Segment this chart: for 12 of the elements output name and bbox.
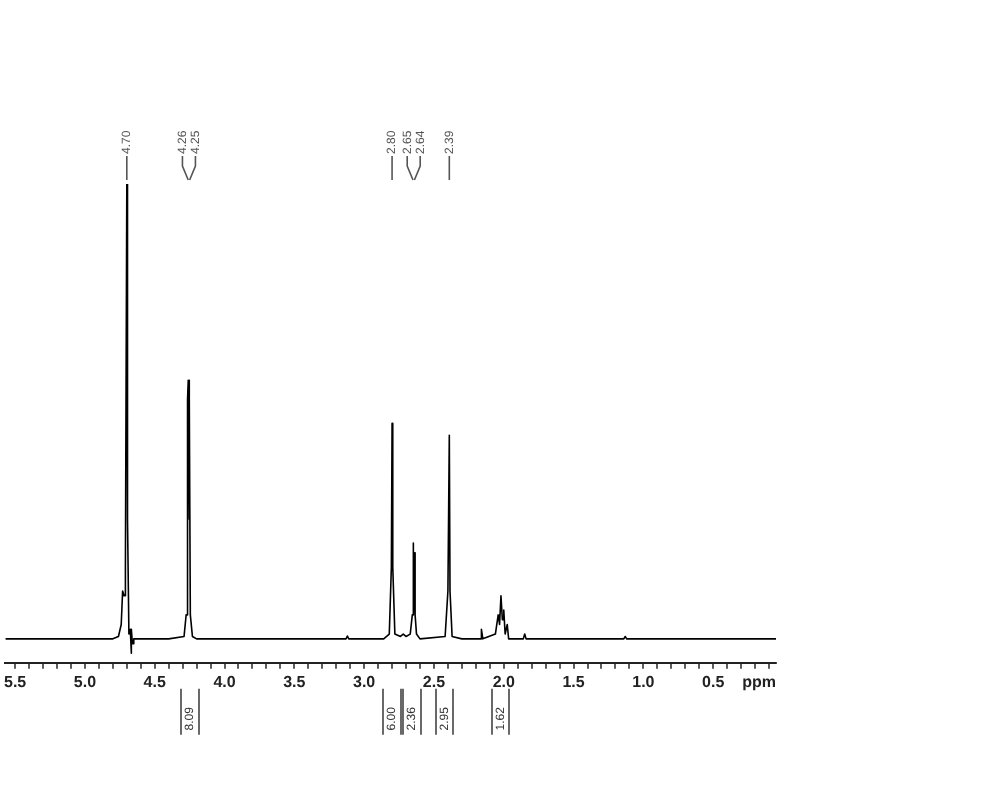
x-tick-label: 3.0 xyxy=(353,672,377,691)
x-tick-label: 4.5 xyxy=(143,672,167,691)
x-tick-label: 5.5 xyxy=(4,672,28,691)
x-tick-label: 2.5 xyxy=(422,672,447,691)
x-tick-label: 1.0 xyxy=(632,672,656,691)
x-tick-label: 5.0 xyxy=(73,672,98,691)
x-axis-title: ppm xyxy=(742,673,776,692)
x-tick-label: 3.5 xyxy=(283,672,307,691)
x-tick-label: 4.0 xyxy=(213,672,237,691)
x-tick-label: 0.5 xyxy=(702,672,726,691)
x-tick-label: 1.5 xyxy=(562,672,586,691)
x-tick-label: 2.0 xyxy=(492,672,516,691)
